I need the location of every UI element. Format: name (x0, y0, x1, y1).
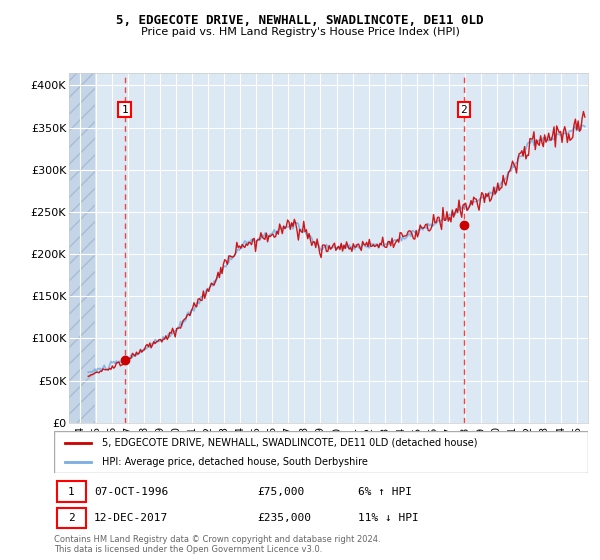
Text: 5, EDGECOTE DRIVE, NEWHALL, SWADLINCOTE, DE11 0LD (detached house): 5, EDGECOTE DRIVE, NEWHALL, SWADLINCOTE,… (102, 437, 478, 447)
FancyBboxPatch shape (54, 431, 588, 473)
FancyBboxPatch shape (56, 482, 86, 502)
Text: Contains HM Land Registry data © Crown copyright and database right 2024.
This d: Contains HM Land Registry data © Crown c… (54, 535, 380, 554)
FancyBboxPatch shape (56, 508, 86, 528)
Text: Price paid vs. HM Land Registry's House Price Index (HPI): Price paid vs. HM Land Registry's House … (140, 27, 460, 38)
Text: £235,000: £235,000 (257, 513, 311, 523)
Text: 5, EDGECOTE DRIVE, NEWHALL, SWADLINCOTE, DE11 0LD: 5, EDGECOTE DRIVE, NEWHALL, SWADLINCOTE,… (116, 14, 484, 27)
Text: 1: 1 (68, 487, 74, 497)
Text: 1: 1 (121, 105, 128, 115)
Bar (69, 73, 95, 423)
Text: 2: 2 (460, 105, 467, 115)
Text: HPI: Average price, detached house, South Derbyshire: HPI: Average price, detached house, Sout… (102, 457, 368, 467)
Text: 6% ↑ HPI: 6% ↑ HPI (358, 487, 412, 497)
Text: 11% ↓ HPI: 11% ↓ HPI (358, 513, 419, 523)
Text: £75,000: £75,000 (257, 487, 304, 497)
Text: 07-OCT-1996: 07-OCT-1996 (94, 487, 168, 497)
Text: 2: 2 (68, 513, 74, 523)
Text: 12-DEC-2017: 12-DEC-2017 (94, 513, 168, 523)
